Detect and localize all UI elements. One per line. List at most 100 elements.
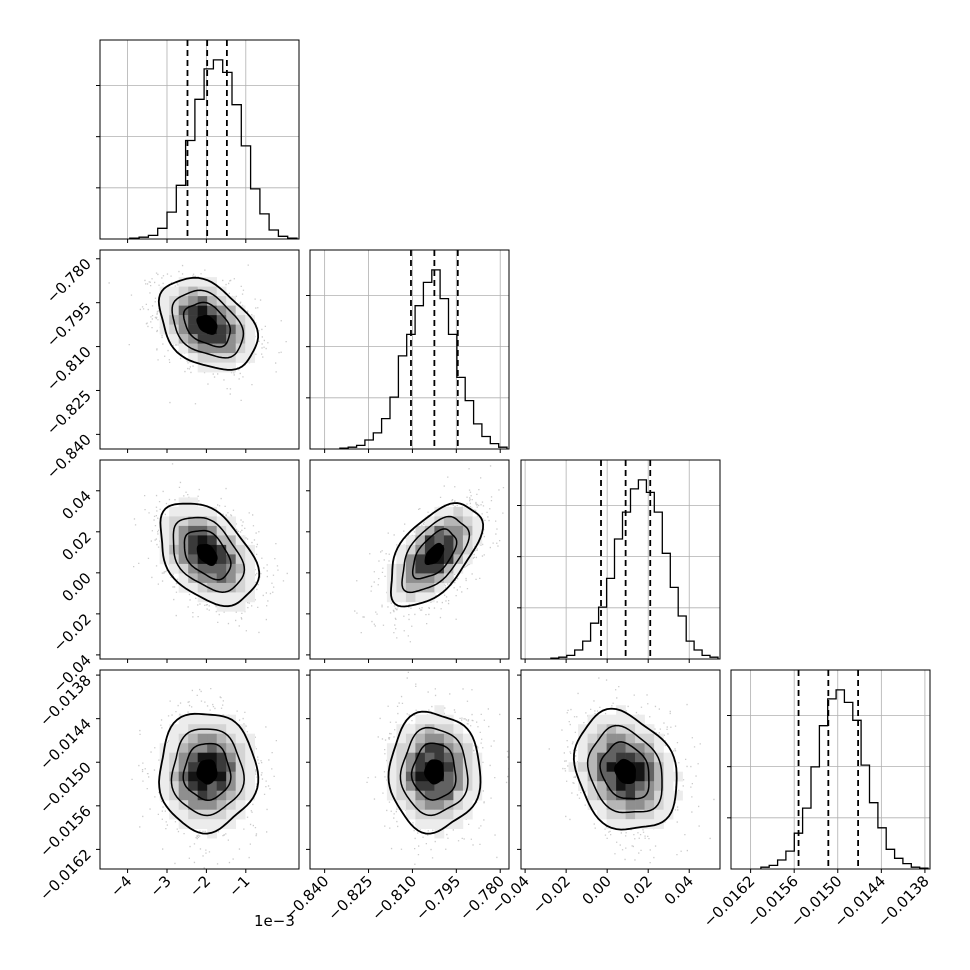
density-cell	[159, 516, 170, 527]
density-cell	[568, 762, 579, 772]
contour-core	[424, 542, 445, 566]
density-cell	[434, 790, 445, 801]
panel-frame	[520, 459, 721, 660]
contour-1	[157, 276, 260, 371]
density-cell	[188, 781, 198, 791]
density-cell	[197, 286, 208, 297]
density-cell	[188, 353, 198, 363]
density-cell	[169, 800, 179, 810]
density-cell	[453, 733, 464, 744]
density-cell	[453, 790, 464, 801]
density-cell	[635, 800, 645, 810]
density-cell	[434, 724, 445, 734]
density-cell	[207, 733, 217, 744]
density-cell	[443, 724, 454, 734]
density-cell	[434, 705, 445, 715]
density-cell	[216, 334, 227, 344]
density-cell	[663, 800, 674, 810]
density-cell	[226, 324, 236, 335]
density-cell	[197, 506, 208, 517]
density-cell	[654, 771, 664, 782]
density-cell	[188, 714, 198, 725]
density-cell	[597, 809, 607, 820]
density-cell	[197, 800, 208, 810]
density-cell	[673, 771, 683, 782]
panel-bg	[731, 670, 930, 869]
density-cell	[226, 790, 236, 801]
density-cell	[235, 800, 246, 810]
density-cell	[587, 781, 598, 791]
density-cell	[216, 582, 227, 593]
density-cell	[226, 315, 236, 325]
density-cell	[197, 535, 208, 546]
density-cell	[654, 762, 664, 772]
density-cell	[188, 315, 198, 325]
density-cell	[178, 790, 189, 801]
density-cell	[578, 752, 588, 763]
density-cell	[207, 790, 217, 801]
density-cell	[235, 771, 246, 782]
density-cell	[606, 733, 617, 744]
histogram-step	[550, 479, 719, 659]
histogram-panel-2	[306, 249, 510, 450]
density-cell	[415, 592, 426, 603]
density-cell	[207, 828, 217, 839]
density-cell	[654, 809, 664, 820]
density-cell	[226, 554, 236, 565]
density-cell	[616, 809, 626, 820]
density-cell	[216, 800, 227, 810]
density-cell	[207, 525, 217, 536]
density-cell	[396, 544, 407, 555]
density-cell	[159, 771, 170, 782]
density-cell	[434, 809, 445, 820]
density-cell	[216, 733, 227, 744]
density-cell	[415, 790, 426, 801]
density-cell	[169, 790, 179, 801]
density-cell	[472, 535, 483, 546]
density-cell	[663, 752, 674, 763]
density-cell	[396, 790, 407, 801]
density-cell	[606, 781, 617, 791]
density-cell	[188, 771, 198, 782]
density-cell	[178, 781, 189, 791]
density-cell	[216, 324, 227, 335]
density-cell	[472, 516, 483, 527]
density-cell	[453, 781, 464, 791]
density-cell	[597, 724, 607, 734]
density-cell	[415, 771, 426, 782]
density-cell	[434, 733, 445, 744]
density-cell	[472, 771, 483, 782]
density-cell	[226, 592, 236, 603]
contour-3	[599, 741, 650, 800]
density-cell	[245, 324, 255, 335]
density-cell	[453, 563, 464, 574]
density-cell	[169, 724, 179, 734]
density-cell	[235, 781, 246, 791]
density-cell	[462, 733, 473, 744]
density-cell	[415, 819, 426, 829]
density-cell	[635, 781, 645, 791]
density-cell	[673, 790, 683, 801]
density-cell	[405, 743, 416, 753]
density-cell	[216, 714, 227, 725]
density-cell	[578, 743, 588, 753]
density-cell	[235, 592, 246, 603]
density-cell	[405, 771, 416, 782]
density-cell	[625, 724, 636, 734]
density-cell	[159, 752, 170, 763]
density-cell	[178, 305, 189, 316]
density-cell	[434, 516, 445, 527]
density-cell	[226, 573, 236, 584]
density-cell	[245, 343, 255, 354]
contour-1	[159, 502, 261, 608]
density-cell	[396, 800, 407, 810]
density-cell	[606, 752, 617, 763]
density-cell	[235, 324, 246, 335]
density-cell	[462, 506, 473, 517]
density-cell	[434, 573, 445, 584]
density-cell	[226, 800, 236, 810]
density-cell	[597, 790, 607, 801]
density-cell	[188, 516, 198, 527]
density-cell	[616, 781, 626, 791]
